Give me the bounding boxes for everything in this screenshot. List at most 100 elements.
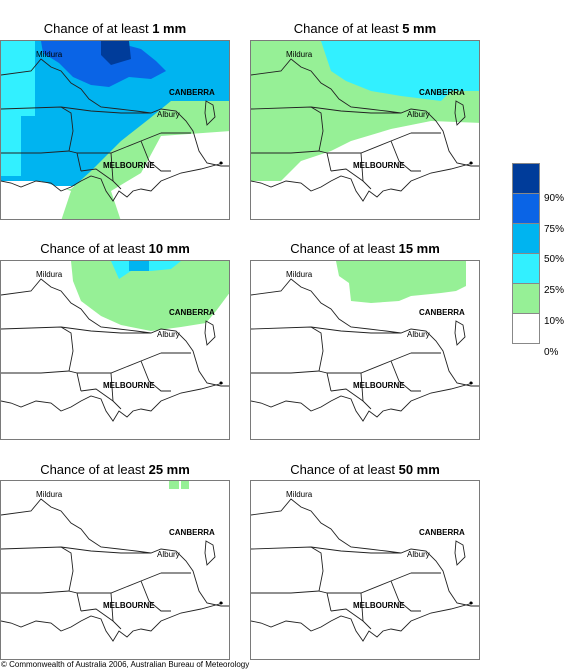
label-albury: Albury [157, 330, 180, 339]
label-albury: Albury [157, 110, 180, 119]
region-boundary-line [390, 360, 421, 392]
region-boundary-line [310, 106, 401, 114]
label-albury: Albury [157, 550, 180, 559]
act-border-line [204, 320, 216, 346]
coastline-line [251, 162, 474, 202]
region-boundary-line [360, 372, 372, 410]
region-boundary-line [330, 608, 364, 622]
legend-swatch-50 [512, 223, 540, 254]
region-boundary-line [251, 370, 320, 374]
legend-label-90: 90% [544, 193, 565, 204]
map-1mm: Mildura CANBERRA Albury MELBOURNE [0, 40, 230, 220]
region-boundary-line [327, 572, 412, 594]
map-50mm-svg: Mildura CANBERRA Albury MELBOURNE [251, 490, 479, 642]
label-melbourne: MELBOURNE [103, 601, 155, 610]
label-mildura: Mildura [286, 490, 313, 499]
act-border-line [204, 100, 216, 126]
act-border-line [454, 100, 466, 126]
panel-title-5mm: Chance of at least 5 mm [293, 21, 437, 36]
marker-dot [469, 161, 473, 165]
label-mildura: Mildura [36, 490, 63, 499]
region-boundary-line [80, 608, 114, 622]
region-boundary-line [327, 352, 412, 374]
panel-title-15mm: Chance of at least 15 mm [290, 241, 440, 256]
legend-label-75: 75% [544, 224, 565, 235]
legend-label-10: 10% [544, 316, 565, 327]
act-border-line [454, 320, 466, 346]
label-mildura: Mildura [286, 50, 313, 59]
legend-colorbar [512, 163, 540, 344]
region-boundary-line [77, 352, 162, 374]
coastline-line [251, 382, 474, 422]
panel-title-1mm: Chance of at least 1 mm [43, 21, 187, 36]
region-boundary-line [251, 150, 320, 154]
copyright-notice: © Commonwealth of Australia 2006, Austra… [1, 660, 250, 669]
label-canberra: CANBERRA [419, 308, 465, 317]
label-melbourne: MELBOURNE [353, 161, 405, 170]
label-albury: Albury [407, 550, 430, 559]
legend-swatch-75 [512, 193, 540, 224]
label-melbourne: MELBOURNE [353, 381, 405, 390]
map-5mm-svg: Mildura CANBERRA Albury MELBOURNE [251, 41, 479, 219]
murray-river-line [1, 58, 229, 167]
act-border-line [204, 540, 216, 566]
murray-river-line [251, 498, 479, 607]
panel-title-10mm: Chance of at least 10 mm [40, 241, 190, 256]
legend-swatch-10 [512, 283, 540, 314]
nsw-vic-border-line [1, 326, 82, 392]
nsw-vic-border-line [251, 546, 332, 612]
map-1mm-svg: Mildura CANBERRA Albury MELBOURNE [1, 41, 229, 219]
legend-label-25: 25% [544, 285, 565, 296]
region-boundary-line [140, 360, 171, 392]
label-albury: Albury [407, 110, 430, 119]
label-canberra: CANBERRA [169, 308, 215, 317]
marker-dot [219, 161, 223, 165]
map-25mm: Mildura CANBERRA Albury MELBOURNE [0, 480, 230, 660]
label-mildura: Mildura [286, 270, 313, 279]
region-boundary-line [80, 168, 114, 182]
region-boundary-line [360, 592, 372, 630]
marker-dot [469, 601, 473, 605]
act-border-line [454, 540, 466, 566]
coastline-line [1, 162, 224, 202]
legend-label-50: 50% [544, 254, 565, 265]
label-canberra: CANBERRA [419, 88, 465, 97]
legend-swatch-0 [512, 313, 540, 344]
nsw-vic-border-line [1, 546, 82, 612]
label-canberra: CANBERRA [169, 88, 215, 97]
region-boundary-line [110, 372, 122, 410]
label-canberra: CANBERRA [169, 528, 215, 537]
label-albury: Albury [407, 330, 430, 339]
region-boundary-line [251, 590, 320, 594]
region-boundary-line [390, 580, 421, 612]
region-boundary-line [310, 326, 401, 334]
legend-swatch-25 [512, 253, 540, 284]
marker-dot [219, 381, 223, 385]
coastline-line [1, 602, 224, 642]
murray-river-line [251, 278, 479, 387]
label-canberra: CANBERRA [419, 528, 465, 537]
region-boundary-line [60, 106, 151, 114]
region-boundary-line [80, 388, 114, 402]
legend-label-0: 0% [544, 347, 559, 358]
map-15mm: Mildura CANBERRA Albury MELBOURNE [250, 260, 480, 440]
marker-dot [469, 381, 473, 385]
coastline-line [1, 382, 224, 422]
region-boundary-line [390, 140, 421, 172]
label-melbourne: MELBOURNE [353, 601, 405, 610]
marker-dot [219, 601, 223, 605]
label-melbourne: MELBOURNE [103, 381, 155, 390]
region-boundary-line [60, 326, 151, 334]
region-boundary-line [140, 580, 171, 612]
panel-title-25mm: Chance of at least 25 mm [40, 462, 190, 477]
map-10mm-svg: Mildura CANBERRA Albury MELBOURNE [1, 261, 229, 422]
region-boundary-line [60, 546, 151, 554]
nsw-vic-border-line [251, 326, 332, 392]
region-boundary-line [1, 370, 70, 374]
map-50mm: Mildura CANBERRA Albury MELBOURNE [250, 480, 480, 660]
region-boundary-line [140, 140, 171, 172]
panel-title-50mm: Chance of at least 50 mm [290, 462, 440, 477]
region-boundary-line [77, 572, 162, 594]
region-boundary-line [327, 132, 412, 154]
murray-river-line [1, 498, 229, 607]
